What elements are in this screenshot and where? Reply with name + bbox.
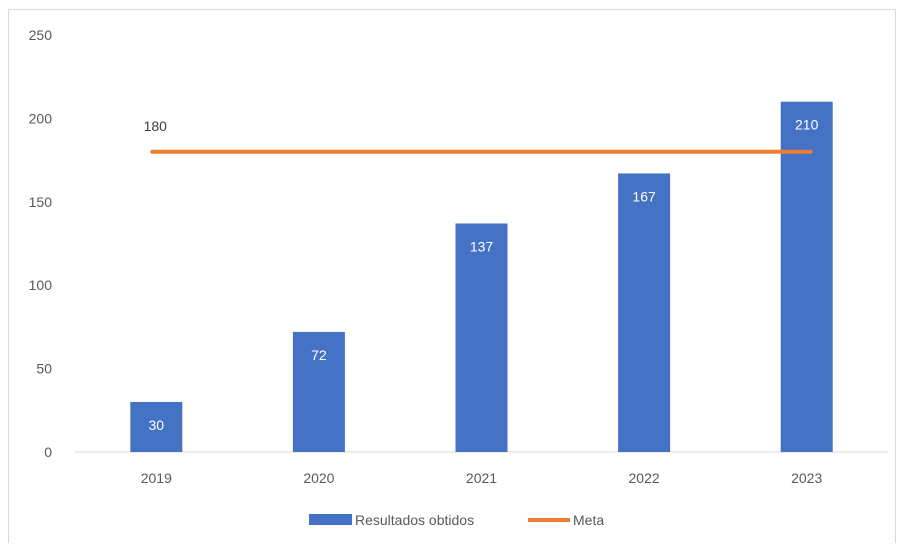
bar-data-label: 30 bbox=[149, 417, 165, 433]
bar bbox=[130, 401, 183, 452]
bar bbox=[780, 101, 833, 452]
y-tick-label: 50 bbox=[36, 361, 52, 377]
legend-label: Meta bbox=[573, 512, 604, 528]
bar-data-label: 137 bbox=[470, 238, 494, 254]
bar bbox=[618, 173, 671, 452]
x-tick-label: 2021 bbox=[466, 470, 497, 486]
bar bbox=[455, 223, 508, 452]
y-tick-label: 200 bbox=[29, 110, 53, 126]
legend-swatch-bar bbox=[309, 514, 352, 525]
bar-data-label: 210 bbox=[795, 117, 819, 133]
x-tick-label: 2022 bbox=[629, 470, 660, 486]
y-tick-label: 0 bbox=[44, 444, 52, 460]
x-axis: 2019 2020 2021 2022 2023 bbox=[75, 451, 888, 486]
legend: Resultados obtidos Meta bbox=[309, 512, 604, 528]
x-tick-label: 2023 bbox=[791, 470, 822, 486]
bar bbox=[292, 331, 345, 452]
line-data-label: 180 bbox=[144, 118, 168, 134]
legend-label: Resultados obtidos bbox=[355, 512, 474, 528]
bar-data-label: 72 bbox=[311, 347, 327, 363]
y-tick-label: 100 bbox=[29, 277, 53, 293]
y-tick-label: 150 bbox=[29, 194, 53, 210]
chart-frame bbox=[8, 9, 896, 543]
bar-data-label: 167 bbox=[632, 188, 656, 204]
x-tick-label: 2020 bbox=[303, 470, 334, 486]
y-axis: 0 50 100 150 200 250 bbox=[29, 27, 53, 460]
x-tick-label: 2019 bbox=[141, 470, 172, 486]
y-tick-label: 250 bbox=[29, 27, 53, 43]
bar-series bbox=[130, 101, 833, 452]
data-labels: 30 72 137 167 210 180 bbox=[144, 117, 819, 433]
